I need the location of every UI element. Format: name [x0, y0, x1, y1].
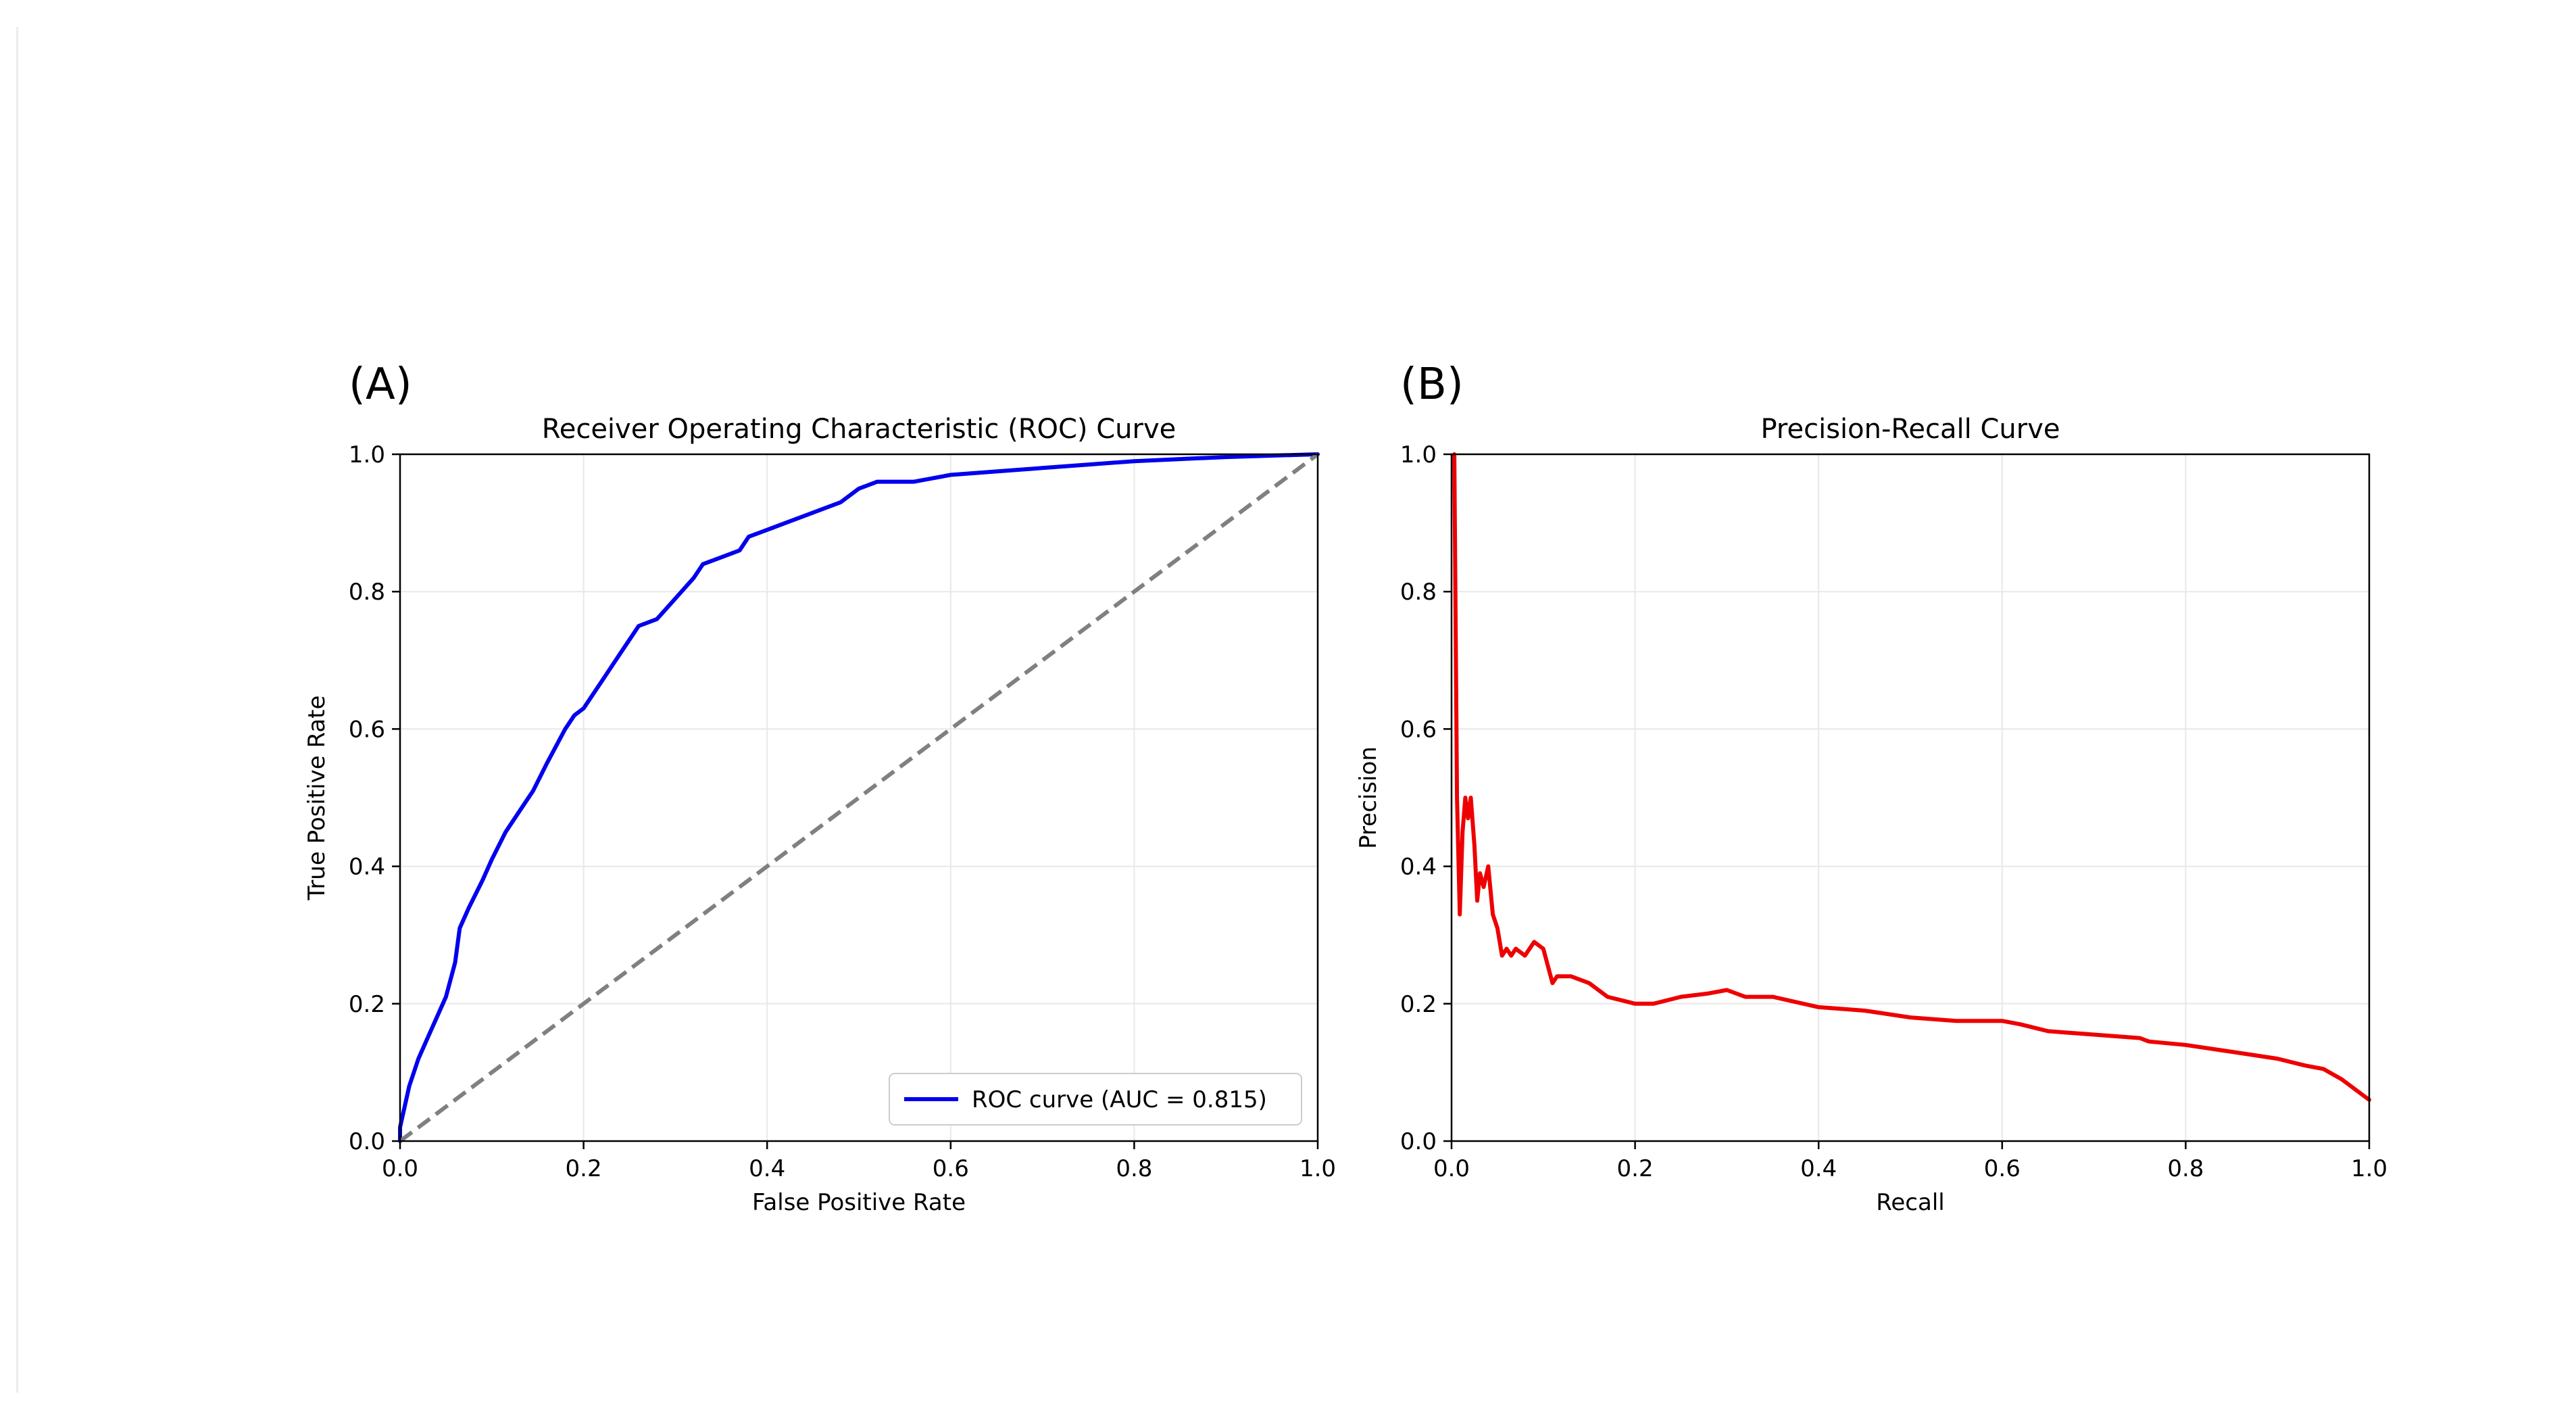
chart-2-x-tick-label: 0.4	[1800, 1155, 1837, 1182]
chart-1-y-tick-label: 0.6	[349, 716, 385, 743]
chart-1-y-tick-label: 0.8	[349, 579, 385, 606]
chart-1-panel-label: (A)	[349, 360, 412, 410]
chart-2-x-tick-label: 0.8	[2167, 1155, 2204, 1182]
chart-2-y-tick-label: 0.0	[1400, 1128, 1437, 1155]
chart-2-x-tick-label: 0.0	[1433, 1155, 1470, 1182]
chart-2-panel-label: (B)	[1400, 360, 1464, 410]
page-left-border	[16, 27, 18, 1393]
chart-2-y-tick-label: 0.4	[1400, 854, 1437, 881]
chart-2-x-tick-label: 0.6	[1984, 1155, 2021, 1182]
chart-1-x-tick-label: 0.2	[566, 1155, 602, 1182]
chart-1-x-tick-label: 0.4	[749, 1155, 785, 1182]
chart-2-y-tick-label: 0.6	[1400, 716, 1437, 743]
chart-1-y-axis-label: True Positive Rate	[303, 696, 330, 901]
chart-1-series-line	[398, 452, 1320, 1143]
chart-1-x-tick-label: 0.6	[933, 1155, 969, 1182]
chart-1-diagonal-reference-line	[399, 452, 1319, 1143]
chart-2-series-line	[1452, 452, 2371, 1102]
chart-1-x-tick-label: 1.0	[1299, 1155, 1336, 1182]
chart-1-y-tick-label: 0.0	[349, 1128, 385, 1155]
chart-1-legend-label: ROC curve (AUC = 0.815)	[972, 1086, 1267, 1113]
chart-1-y-tick-label: 1.0	[349, 441, 385, 468]
chart-2-x-tick-label: 0.2	[1617, 1155, 1654, 1182]
chart-1-legend-box	[889, 1073, 1302, 1126]
chart-1-y-tick-label: 0.4	[349, 854, 385, 881]
chart-1-x-tick-label: 0.0	[382, 1155, 418, 1182]
chart-1-x-tick-label: 0.8	[1116, 1155, 1152, 1182]
chart-2-x-tick-label: 1.0	[2351, 1155, 2387, 1182]
chart-1-y-tick-label: 0.2	[349, 991, 385, 1018]
chart-2-x-axis-label: Recall	[1876, 1189, 1944, 1216]
chart-1-title: Receiver Operating Characteristic (ROC) …	[542, 414, 1176, 445]
chart-2-y-tick-label: 0.8	[1400, 579, 1437, 606]
chart-2-title: Precision-Recall Curve	[1761, 414, 2060, 445]
chart-1-x-axis-label: False Positive Rate	[752, 1189, 966, 1216]
chart-2-y-axis-label: Precision	[1355, 746, 1382, 849]
chart-2-y-tick-label: 1.0	[1400, 441, 1437, 468]
chart-1-axes-frame	[399, 453, 1319, 1142]
chart-2-axes-frame	[1450, 453, 2371, 1142]
chart-2-y-tick-label: 0.2	[1400, 991, 1437, 1018]
